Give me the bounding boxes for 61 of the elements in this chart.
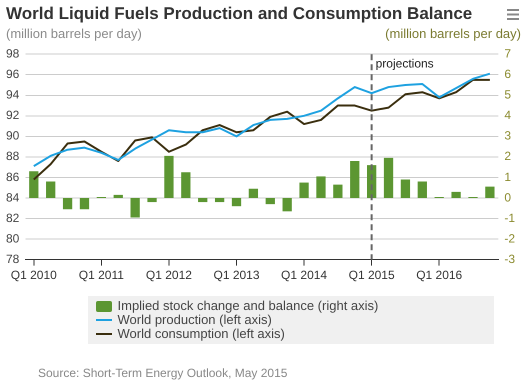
y2-tick-label: 3 — [504, 128, 512, 143]
bar — [114, 194, 123, 198]
y-tick-label: 82 — [6, 210, 20, 225]
bar — [485, 186, 495, 198]
y2-tick-label: 6 — [504, 67, 512, 82]
x-tick-label: Q1 2010 — [10, 268, 58, 282]
x-tick-label: Q1 2015 — [348, 268, 395, 282]
bar — [333, 184, 342, 198]
bar — [282, 198, 292, 212]
y-tick-label: 94 — [6, 88, 20, 102]
y-tick-label: 78 — [6, 252, 20, 266]
y-tick-label: 92 — [6, 108, 20, 122]
bar — [400, 179, 410, 198]
y-axis-title: (million barrels per day) — [6, 26, 142, 41]
legend-label: World production (left axis) — [118, 312, 272, 327]
y2-tick-label: -3 — [504, 252, 516, 266]
legend-label: World consumption (left axis) — [118, 326, 285, 341]
bar — [418, 182, 427, 198]
y-tick-label: 86 — [6, 170, 20, 184]
y2-tick-label: 1 — [504, 170, 512, 184]
bar — [181, 172, 190, 198]
bar — [147, 198, 157, 202]
bar — [198, 198, 208, 202]
bar — [350, 161, 360, 198]
bar — [299, 182, 309, 198]
bar — [451, 192, 461, 198]
y-tick-label: 80 — [6, 231, 20, 246]
y2-tick-label: 4 — [504, 108, 512, 122]
bar — [316, 176, 326, 198]
ref-line-label: projections — [376, 56, 434, 71]
y-tick-label: 88 — [6, 149, 20, 164]
bar — [130, 198, 140, 218]
y2-tick-label: -1 — [504, 210, 516, 225]
y2-tick-label: -2 — [504, 231, 516, 246]
legend-label: Implied stock change and balance (right axis) — [118, 298, 378, 313]
x-tick-label: Q1 2016 — [416, 268, 463, 282]
bar — [164, 156, 174, 198]
source-note: Source: Short-Term Energy Outlook, May 2015 — [37, 365, 288, 380]
y-tick-label: 90 — [6, 128, 20, 143]
y2-tick-label: 5 — [504, 88, 512, 102]
y-tick-label: 98 — [6, 46, 20, 61]
y2-tick-label: 7 — [504, 46, 512, 61]
x-tick-label: Q1 2014 — [281, 268, 328, 282]
bar — [266, 198, 275, 204]
x-tick-label: Q1 2011 — [78, 268, 124, 282]
y2-tick-label: 2 — [504, 149, 512, 164]
bar — [62, 198, 72, 210]
bar — [29, 171, 38, 198]
y-tick-label: 96 — [6, 67, 20, 82]
y2-axis-title: (million barrels per day) — [385, 26, 521, 41]
bar — [232, 198, 242, 206]
x-tick-label: Q1 2012 — [146, 268, 192, 282]
bar — [46, 182, 56, 198]
x-tick-label: Q1 2013 — [213, 268, 260, 282]
bar — [248, 188, 258, 198]
y2-tick-label: 0 — [504, 190, 512, 204]
bar — [384, 158, 394, 198]
bar — [80, 198, 90, 210]
chart-title: World Liquid Fuels Production and Consumption Balance — [6, 4, 472, 24]
y-tick-label: 84 — [6, 190, 20, 204]
bar — [214, 198, 224, 202]
